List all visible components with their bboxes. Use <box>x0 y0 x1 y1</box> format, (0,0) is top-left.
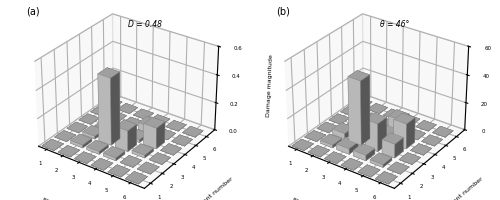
X-axis label: Element number: Element number <box>42 197 92 200</box>
X-axis label: Element number: Element number <box>292 197 343 200</box>
Y-axis label: Element number: Element number <box>191 175 234 200</box>
Text: θ = 46°: θ = 46° <box>380 20 410 28</box>
Text: (b): (b) <box>276 6 290 16</box>
Y-axis label: Element number: Element number <box>441 175 484 200</box>
Text: (a): (a) <box>26 6 40 16</box>
Text: D = 0.48: D = 0.48 <box>128 20 162 28</box>
